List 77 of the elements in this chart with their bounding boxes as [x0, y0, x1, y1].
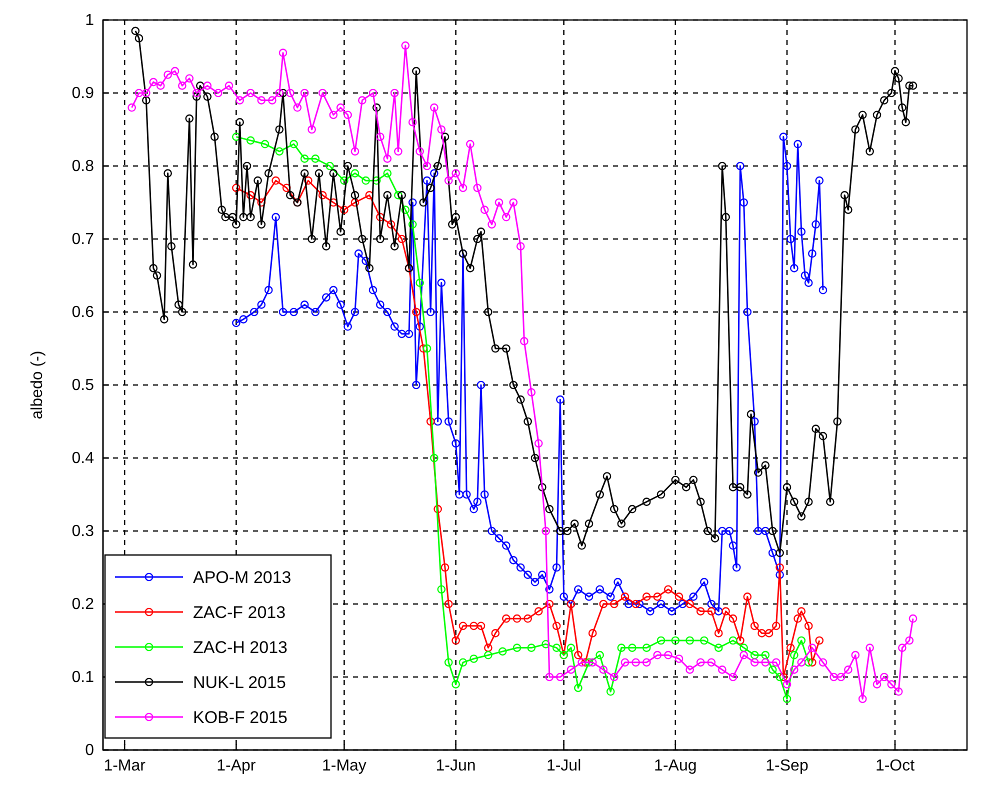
y-tick-label: 0.3 — [72, 523, 94, 540]
point — [300, 154, 309, 163]
x-tick-label: 1-Oct — [875, 757, 916, 774]
point — [584, 658, 594, 667]
point — [750, 650, 759, 660]
point — [512, 644, 522, 652]
point — [422, 344, 432, 353]
point — [458, 658, 468, 667]
point — [797, 636, 806, 645]
point — [714, 644, 723, 652]
y-tick-label: 0.8 — [72, 158, 94, 176]
point — [542, 640, 550, 648]
x-tick-label: 1-Mar — [104, 757, 146, 774]
legend-label: APO-M 2013 — [193, 568, 292, 587]
point — [552, 644, 561, 652]
point — [606, 687, 615, 696]
point — [470, 654, 478, 663]
point — [728, 636, 738, 645]
x-tick-label: 1-Aug — [654, 757, 697, 774]
point — [671, 636, 680, 645]
x-tick-label: 1-Sep — [766, 757, 808, 774]
point — [642, 644, 651, 652]
point — [260, 140, 270, 148]
x-tick-label: 1-Jun — [436, 757, 476, 774]
point — [700, 636, 708, 645]
point — [686, 636, 694, 645]
point — [527, 644, 536, 652]
point — [430, 454, 438, 462]
point — [394, 191, 402, 200]
y-tick-label: 0.2 — [72, 596, 94, 614]
point — [311, 154, 320, 163]
point — [350, 169, 360, 178]
legend-label: KOB-F 2015 — [193, 708, 288, 727]
point — [628, 644, 636, 652]
y-tick-label: 1 — [85, 12, 94, 30]
y-axis-title: albedo (-) — [29, 350, 46, 420]
point — [372, 176, 381, 185]
y-tick-label: 0.1 — [72, 669, 94, 686]
point — [452, 680, 460, 688]
point — [275, 147, 284, 156]
point — [326, 162, 334, 170]
point — [804, 658, 813, 667]
point — [574, 684, 582, 692]
point — [437, 585, 446, 594]
point — [444, 658, 453, 667]
y-tick-label: 0.4 — [72, 450, 94, 468]
point — [498, 647, 507, 656]
point — [362, 176, 370, 185]
point — [401, 206, 410, 214]
x-tick-label: 1-Apr — [216, 757, 256, 774]
y-tick-label: 0.9 — [72, 85, 94, 102]
point — [408, 220, 417, 229]
legend-label: ZAC-F 2013 — [193, 603, 286, 622]
point — [782, 694, 792, 704]
point — [768, 666, 777, 674]
point — [566, 644, 576, 652]
y-tick-label: 0 — [85, 742, 94, 760]
point — [290, 140, 298, 148]
y-tick-label: 0.7 — [72, 231, 94, 248]
point — [740, 644, 748, 652]
point — [416, 278, 424, 287]
point — [383, 169, 392, 178]
y-tick-label: 0.6 — [72, 304, 94, 322]
point — [790, 650, 798, 660]
point — [340, 176, 348, 185]
x-tick-label: 1-May — [322, 757, 366, 774]
point — [761, 650, 770, 660]
point — [484, 650, 492, 660]
x-tick-label: 1-Jul — [546, 757, 582, 774]
point — [617, 644, 626, 652]
point — [776, 672, 784, 682]
legend-label: NUK-L 2015 — [193, 673, 286, 692]
y-tick-label: 0.5 — [72, 377, 94, 394]
point — [596, 650, 604, 660]
legend-label: ZAC-H 2013 — [193, 638, 288, 657]
point — [246, 136, 255, 145]
point — [656, 636, 666, 645]
